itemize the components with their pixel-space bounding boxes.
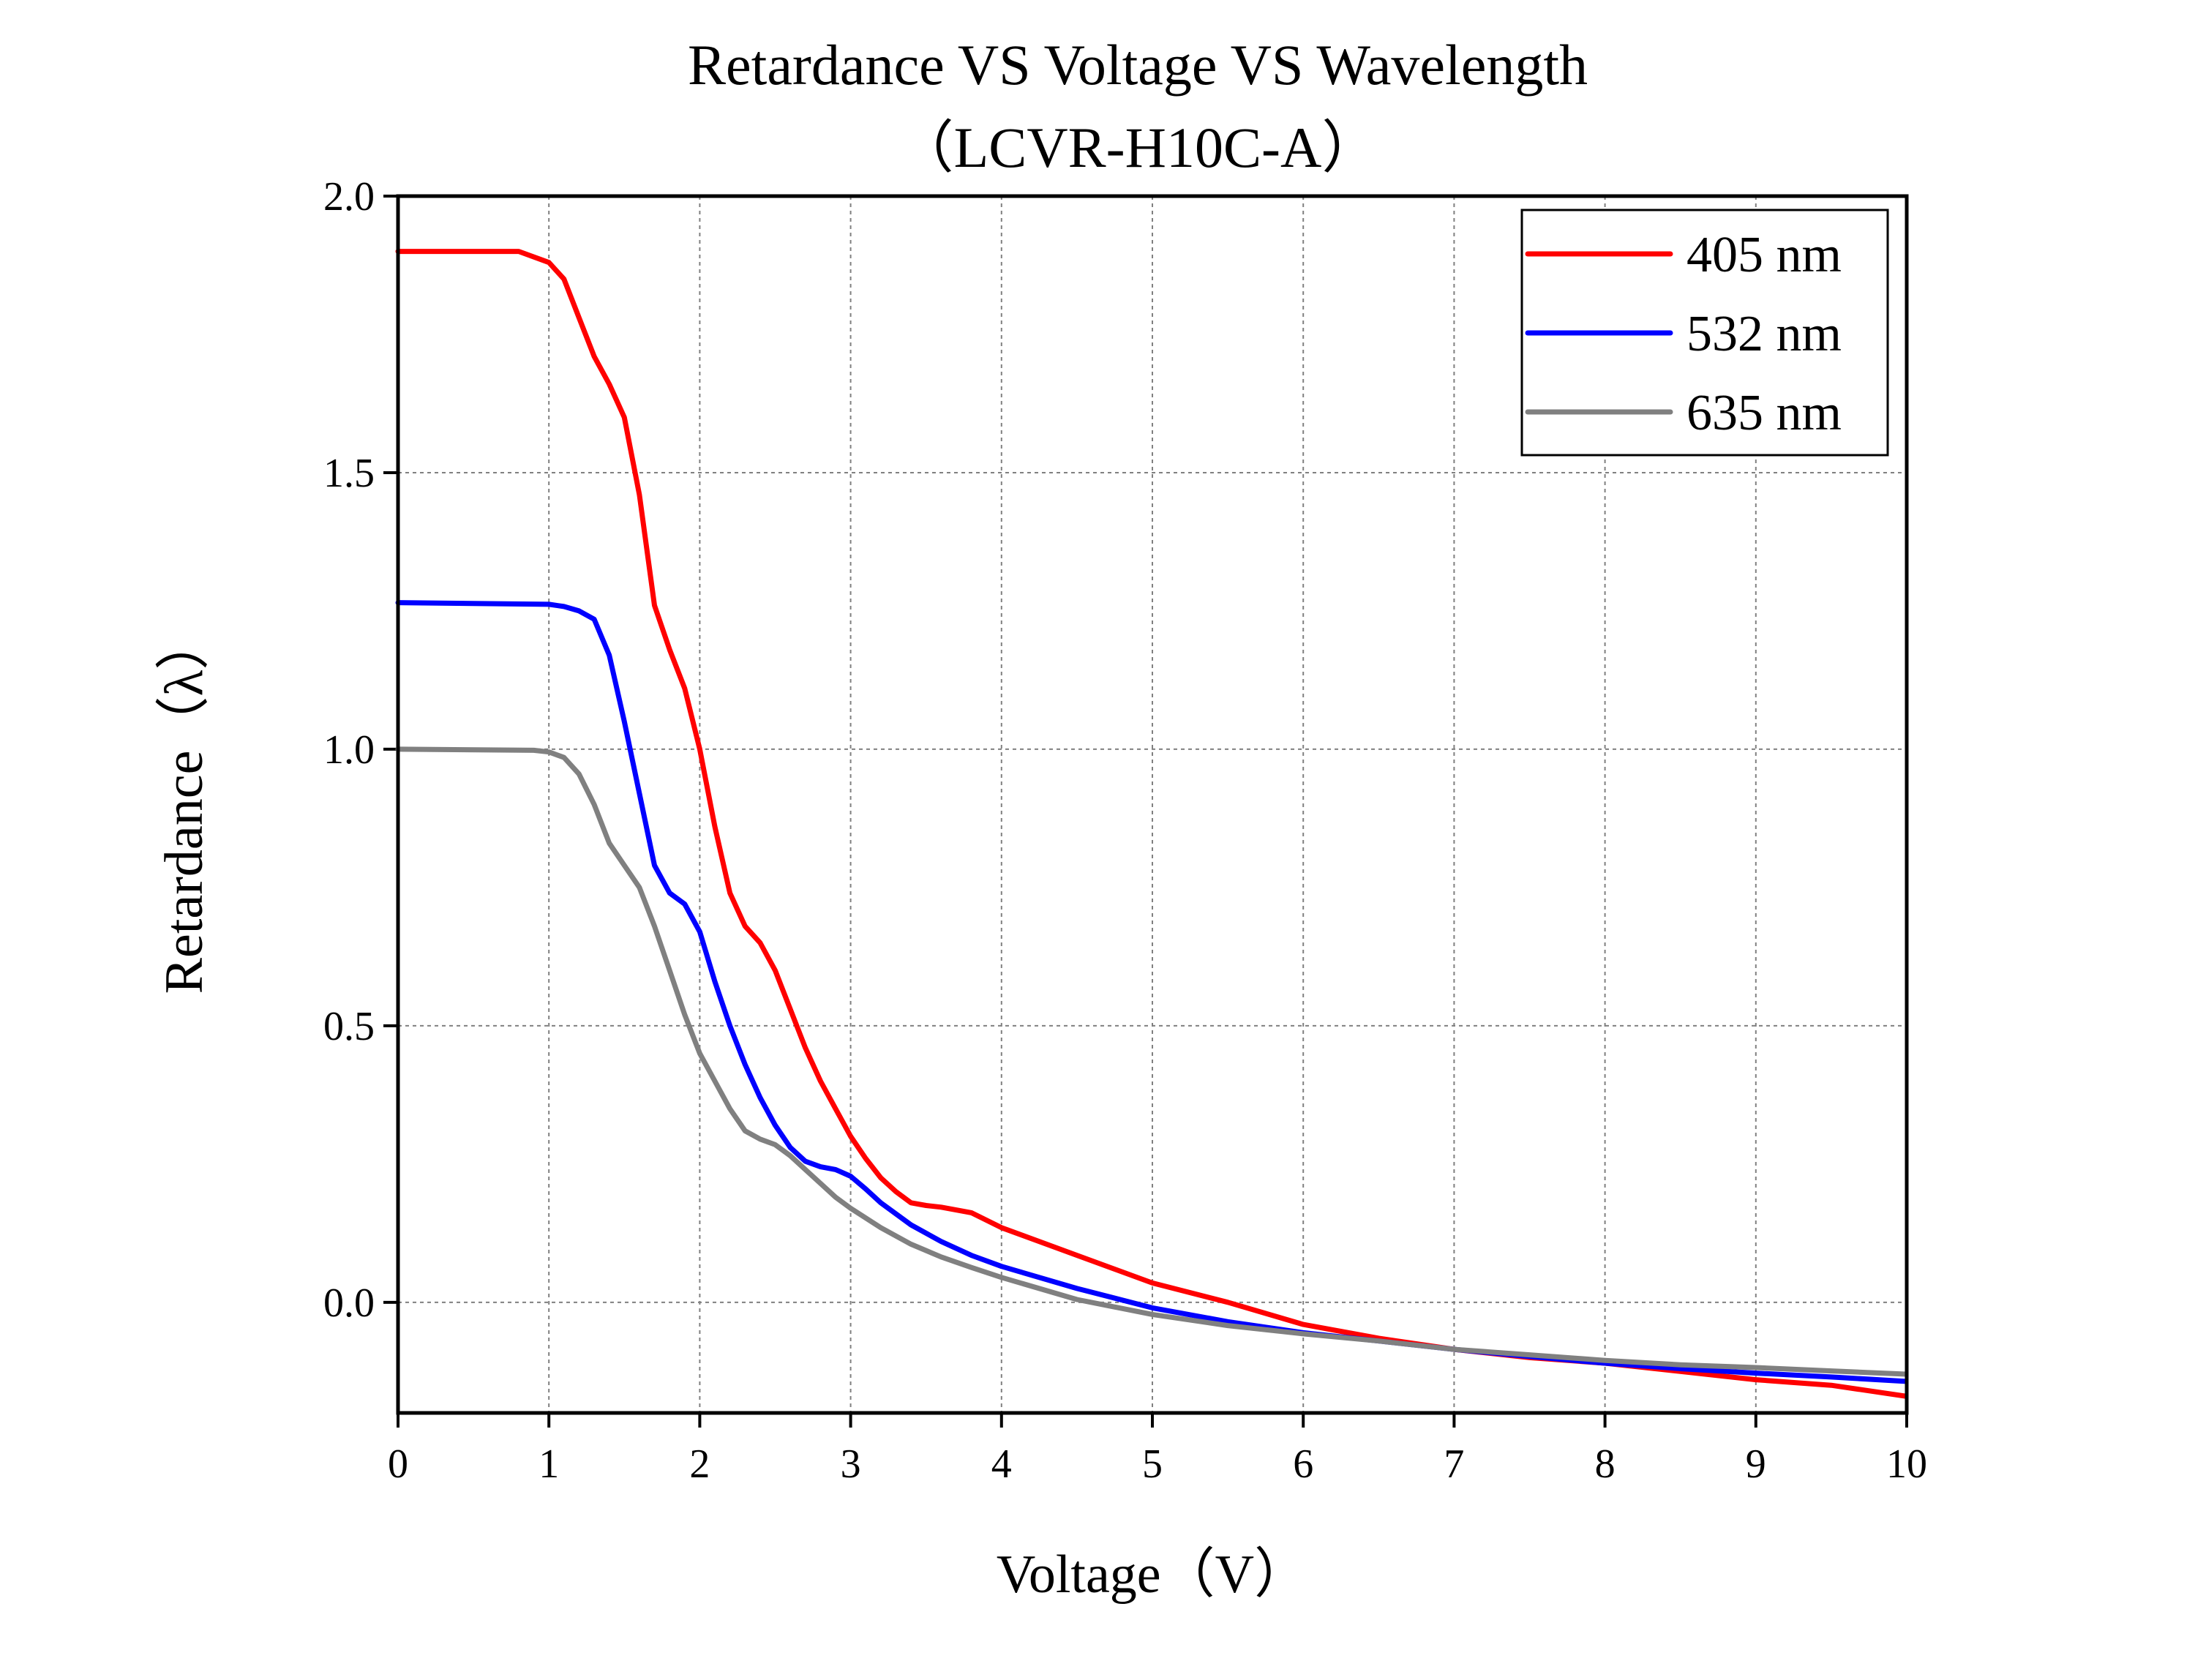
x-tick-label: 0 bbox=[388, 1441, 408, 1487]
x-tick-label: 7 bbox=[1444, 1441, 1464, 1487]
x-tick-label: 10 bbox=[1886, 1441, 1927, 1487]
x-tick-label: 5 bbox=[1142, 1441, 1163, 1487]
x-tick-label: 8 bbox=[1595, 1441, 1616, 1487]
legend-label-405-nm: 405 nm bbox=[1686, 227, 1842, 283]
legend-label-532-nm: 532 nm bbox=[1686, 306, 1842, 362]
x-axis-label: Voltage（V） bbox=[997, 1545, 1308, 1605]
chart-title: Retardance VS Voltage VS Wavelength bbox=[688, 33, 1588, 97]
y-axis-label: Retardance（λ） bbox=[154, 616, 214, 994]
x-tick-label: 4 bbox=[991, 1441, 1012, 1487]
series-lines bbox=[395, 249, 1906, 1399]
x-tick-label: 9 bbox=[1746, 1441, 1766, 1487]
plot-frame bbox=[396, 194, 1909, 1415]
tick-labels: 0 1 2 3 4 5 6 7 8 9 10 0.0 0.5 1.0 1.5 2.0 bbox=[323, 174, 1927, 1487]
chart-subtitle: （LCVR-H10C-A） bbox=[897, 116, 1379, 179]
y-tick-label: 1.5 bbox=[323, 451, 375, 496]
series-line-405-nm bbox=[395, 249, 1906, 1399]
legend-label-635-nm: 635 nm bbox=[1686, 385, 1842, 441]
grid bbox=[398, 196, 1907, 1413]
x-tick-label: 1 bbox=[539, 1441, 559, 1487]
x-tick-label: 6 bbox=[1293, 1441, 1313, 1487]
legend: 405 nm 532 nm 635 nm bbox=[1520, 209, 1889, 457]
series-line-635-nm bbox=[395, 746, 1906, 1377]
x-tick-label: 3 bbox=[841, 1441, 861, 1487]
y-tick-label: 2.0 bbox=[323, 174, 375, 220]
y-tick-label: 1.0 bbox=[323, 727, 375, 773]
y-tick-label: 0.5 bbox=[323, 1004, 375, 1049]
x-tick-label: 2 bbox=[689, 1441, 710, 1487]
y-tick-label: 0.0 bbox=[323, 1280, 375, 1326]
axis-ticks bbox=[383, 195, 1908, 1428]
